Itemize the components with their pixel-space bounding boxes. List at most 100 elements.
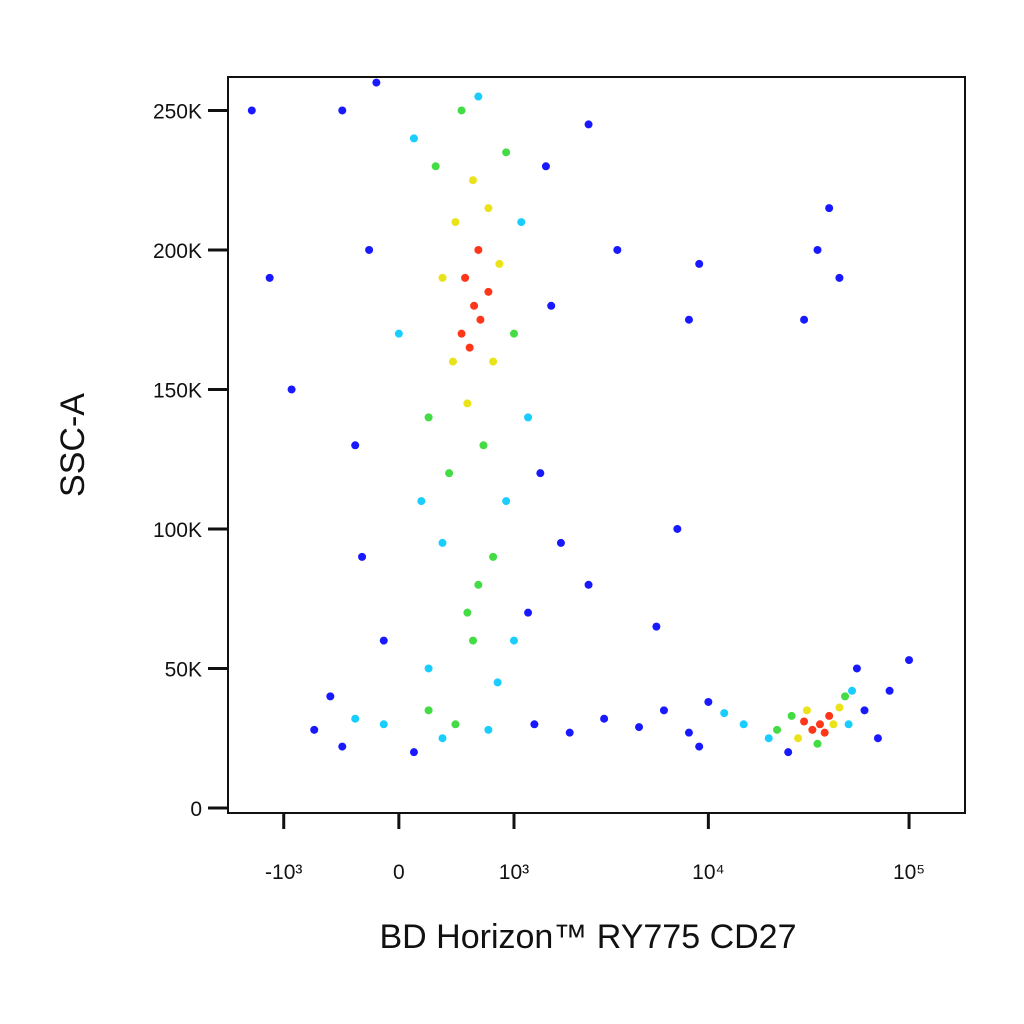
point bbox=[835, 703, 844, 712]
y-tick-label: 150K bbox=[153, 379, 202, 402]
point bbox=[495, 259, 504, 268]
point bbox=[394, 329, 403, 338]
point bbox=[652, 622, 661, 631]
point bbox=[489, 552, 498, 561]
point bbox=[720, 709, 729, 718]
point bbox=[484, 725, 493, 734]
point bbox=[424, 706, 433, 715]
point bbox=[613, 245, 622, 254]
point bbox=[844, 720, 853, 729]
point bbox=[739, 720, 748, 729]
point bbox=[468, 176, 477, 185]
point bbox=[808, 725, 817, 734]
point bbox=[848, 686, 857, 695]
point bbox=[463, 399, 472, 408]
point bbox=[659, 706, 668, 715]
point bbox=[530, 720, 539, 729]
point bbox=[448, 357, 457, 366]
point bbox=[773, 725, 782, 734]
point bbox=[835, 273, 844, 282]
point bbox=[457, 329, 466, 338]
point bbox=[584, 120, 593, 129]
point bbox=[424, 664, 433, 673]
point bbox=[409, 748, 418, 757]
point bbox=[794, 734, 803, 743]
point bbox=[431, 162, 440, 171]
point bbox=[547, 301, 556, 310]
point bbox=[351, 441, 360, 450]
points bbox=[247, 78, 914, 757]
point bbox=[800, 315, 809, 324]
point bbox=[825, 204, 834, 213]
point bbox=[502, 148, 511, 157]
point bbox=[600, 714, 609, 723]
point bbox=[417, 497, 426, 506]
point bbox=[338, 742, 347, 751]
point bbox=[509, 329, 518, 338]
point bbox=[445, 469, 454, 478]
point bbox=[704, 697, 713, 706]
y-tick-label: 0 bbox=[190, 798, 202, 821]
point bbox=[438, 734, 447, 743]
point bbox=[787, 711, 796, 720]
x-tick-label: -10³ bbox=[265, 861, 302, 884]
point bbox=[479, 441, 488, 450]
point bbox=[365, 245, 374, 254]
point bbox=[802, 706, 811, 715]
point bbox=[820, 728, 829, 737]
point bbox=[541, 162, 550, 171]
point bbox=[351, 714, 360, 723]
point bbox=[379, 636, 388, 645]
point bbox=[489, 357, 498, 366]
point bbox=[493, 678, 502, 687]
y-tick-label: 250K bbox=[153, 100, 202, 123]
x-tick-label: 0 bbox=[393, 861, 405, 884]
x-tick-label: 10⁴ bbox=[692, 861, 724, 884]
point bbox=[584, 580, 593, 589]
point bbox=[800, 717, 809, 726]
point bbox=[784, 748, 793, 757]
point bbox=[829, 720, 838, 729]
point bbox=[438, 538, 447, 547]
point bbox=[474, 245, 483, 254]
point bbox=[287, 385, 296, 394]
point bbox=[885, 686, 894, 695]
point bbox=[326, 692, 335, 701]
point bbox=[451, 218, 460, 227]
point bbox=[461, 273, 470, 282]
point bbox=[905, 656, 914, 665]
point bbox=[474, 92, 483, 101]
point bbox=[860, 706, 869, 715]
point bbox=[673, 524, 682, 533]
point bbox=[451, 720, 460, 729]
point bbox=[457, 106, 466, 115]
point bbox=[695, 742, 704, 751]
point bbox=[852, 664, 861, 673]
point bbox=[517, 218, 526, 227]
point bbox=[536, 469, 545, 478]
point bbox=[873, 734, 882, 743]
point bbox=[465, 343, 474, 352]
point bbox=[438, 273, 447, 282]
point bbox=[813, 739, 822, 748]
point bbox=[524, 413, 533, 422]
point bbox=[825, 711, 834, 720]
point bbox=[338, 106, 347, 115]
point bbox=[484, 204, 493, 213]
point bbox=[468, 636, 477, 645]
point bbox=[635, 723, 644, 732]
point bbox=[841, 692, 850, 701]
point bbox=[684, 315, 693, 324]
point bbox=[556, 538, 565, 547]
point bbox=[476, 315, 485, 324]
plot-frame bbox=[227, 76, 966, 814]
x-tick-label: 10³ bbox=[499, 861, 529, 884]
point bbox=[695, 259, 704, 268]
y-tick-label: 100K bbox=[153, 519, 202, 542]
point bbox=[565, 728, 574, 737]
point bbox=[358, 552, 367, 561]
point bbox=[247, 106, 256, 115]
x-tick-label: 10⁵ bbox=[893, 861, 925, 884]
